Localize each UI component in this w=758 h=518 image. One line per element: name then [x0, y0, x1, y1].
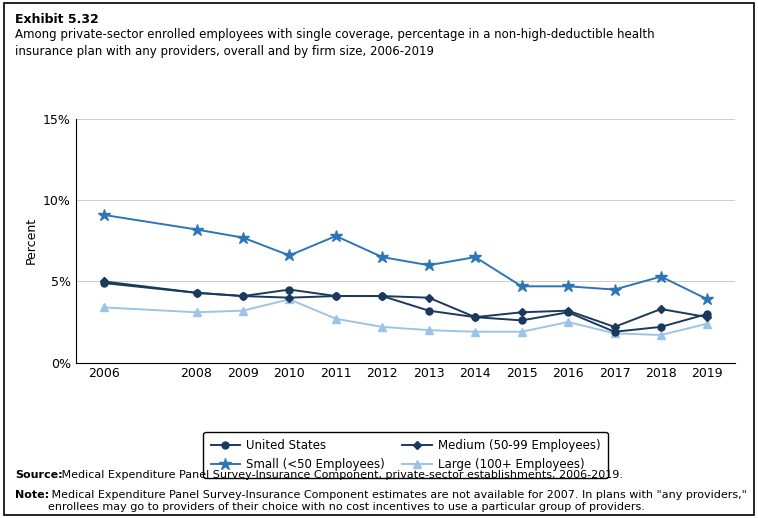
- Text: Among private-sector enrolled employees with single coverage, percentage in a no: Among private-sector enrolled employees …: [15, 28, 655, 59]
- Text: Note:: Note:: [15, 490, 49, 499]
- Legend: United States, Small (<50 Employees), Medium (50-99 Employees), Large (100+ Empl: United States, Small (<50 Employees), Me…: [203, 432, 608, 478]
- Text: Source:: Source:: [15, 470, 63, 480]
- Text: Medical Expenditure Panel Survey-Insurance Component, private-sector establishme: Medical Expenditure Panel Survey-Insuran…: [58, 470, 622, 480]
- Y-axis label: Percent: Percent: [24, 218, 37, 264]
- Text: Medical Expenditure Panel Survey-Insurance Component estimates are not available: Medical Expenditure Panel Survey-Insuran…: [48, 490, 747, 512]
- Text: Exhibit 5.32: Exhibit 5.32: [15, 13, 99, 26]
